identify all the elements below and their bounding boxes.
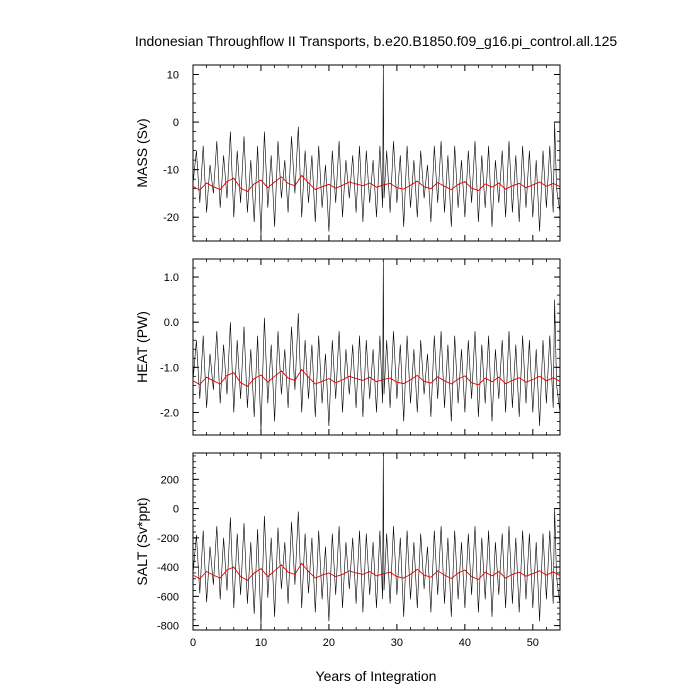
salt-annual-series-line bbox=[192, 562, 561, 581]
mass-y-tick-label: 0 bbox=[173, 117, 179, 129]
salt-x-tick-label: 30 bbox=[391, 637, 403, 649]
heat-y-tick-label: -1.0 bbox=[160, 362, 179, 374]
panel-mass: 10 0 -10 -20 MASS (Sv) bbox=[134, 64, 561, 242]
chart-title: Indonesian Throughflow II Transports, b.… bbox=[135, 33, 618, 49]
salt-y-tick-label: -400 bbox=[157, 562, 179, 574]
mass-y-tick-label: 10 bbox=[167, 70, 179, 82]
panel-heat: 1.0 0.0 -1.0 -2.0 HEAT (PW) bbox=[134, 258, 561, 436]
salt-x-tick-label: 20 bbox=[323, 637, 335, 649]
heat-monthly-series-line bbox=[192, 261, 561, 431]
mass-plot-frame bbox=[192, 64, 561, 242]
heat-y-tick-label: -2.0 bbox=[160, 407, 179, 419]
heat-y-tick-label: 0.0 bbox=[164, 317, 179, 329]
x-axis-label: Years of Integration bbox=[316, 668, 437, 684]
mass-annual-series-line bbox=[192, 174, 561, 193]
salt-x-tick-label: 0 bbox=[190, 637, 196, 649]
heat-y-tick-label: 1.0 bbox=[164, 272, 179, 284]
salt-y-tick-label: -800 bbox=[157, 621, 179, 633]
heat-y-axis-label: HEAT (PW) bbox=[134, 311, 150, 383]
salt-y-tick-label: -600 bbox=[157, 591, 179, 603]
salt-x-tick-label: 50 bbox=[527, 637, 539, 649]
mass-monthly-series-line bbox=[192, 64, 561, 237]
panel-salt: 0 10 20 30 40 50 200 0 -200 -400 -600 -800 SALT (Sv*… bbox=[134, 452, 561, 649]
salt-y-tick-label: 0 bbox=[173, 504, 179, 516]
mass-y-tick-label: -20 bbox=[163, 212, 179, 224]
salt-y-tick-label: 200 bbox=[161, 474, 179, 486]
salt-x-tick-label: 10 bbox=[255, 637, 267, 649]
heat-annual-series-line bbox=[192, 368, 561, 387]
salt-monthly-series-line bbox=[192, 452, 561, 626]
salt-plot-frame bbox=[192, 452, 561, 631]
salt-y-axis-label: SALT (Sv*ppt) bbox=[134, 497, 150, 585]
salt-x-tick-label: 40 bbox=[459, 637, 471, 649]
mass-y-tick-label: -10 bbox=[163, 165, 179, 177]
heat-plot-frame bbox=[192, 258, 561, 436]
mass-y-axis-label: MASS (Sv) bbox=[134, 118, 150, 187]
salt-y-tick-label: -200 bbox=[157, 533, 179, 545]
